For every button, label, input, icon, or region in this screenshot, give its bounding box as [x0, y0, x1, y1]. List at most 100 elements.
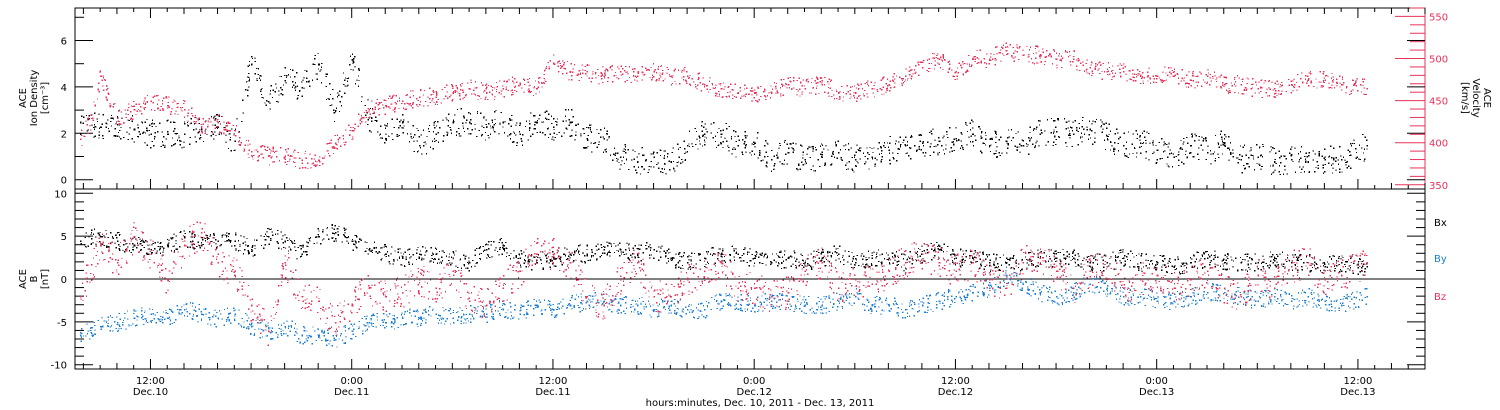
velocity-fill-dot: [956, 67, 959, 69]
by-fill-dot: [178, 313, 180, 315]
by-fill-dot: [728, 293, 731, 295]
velocity-fill-dot: [1164, 66, 1166, 68]
velocity-fill-dot: [491, 89, 494, 91]
velocity-fill-dot: [713, 87, 715, 90]
velocity-fill-dot: [1281, 84, 1284, 86]
density-fill-dot: [1034, 145, 1037, 147]
by-fill-dot: [719, 309, 721, 311]
density-fill-dot: [918, 134, 920, 136]
velocity-fill-dot: [1313, 85, 1315, 88]
by-fill-dot: [275, 332, 277, 334]
velocity-fill-dot: [1056, 64, 1058, 66]
density-fill-dot: [548, 113, 550, 115]
density-fill-dot: [821, 144, 824, 146]
velocity-fill-dot: [1183, 80, 1185, 82]
velocity-fill-dot: [478, 95, 480, 97]
velocity-fill-dot: [1055, 52, 1058, 54]
velocity-fill-dot: [383, 99, 385, 101]
density-fill-dot: [900, 143, 902, 146]
velocity-fill-dot: [265, 149, 267, 152]
density-fill-dot: [1331, 157, 1333, 159]
density-fill-dot: [699, 143, 701, 145]
density-fill-dot: [759, 151, 761, 154]
density-point: [737, 144, 739, 147]
velocity-fill-dot: [796, 94, 798, 96]
velocity-fill-dot: [1165, 79, 1168, 81]
velocity-fill-dot: [577, 74, 579, 76]
density-fill-dot: [1183, 163, 1185, 165]
velocity-fill-dot: [1202, 79, 1205, 81]
density-fill-dot: [798, 163, 800, 165]
density-fill-dot: [426, 135, 428, 138]
velocity-fill-dot: [252, 158, 254, 160]
density-fill-dot: [627, 149, 629, 151]
velocity-fill-dot: [1212, 77, 1214, 79]
density-fill-dot: [835, 144, 837, 146]
density-fill-dot: [1242, 146, 1244, 148]
density-fill-dot: [1152, 144, 1154, 146]
velocity-fill-dot: [417, 105, 419, 108]
velocity-fill-dot: [156, 103, 159, 105]
by-fill-dot: [202, 314, 204, 316]
velocity-tick-label: 400: [1429, 139, 1448, 150]
density-fill-dot: [804, 163, 806, 165]
by-fill-dot: [720, 294, 722, 296]
density-fill-dot: [412, 125, 414, 127]
density-fill-dot: [881, 156, 883, 158]
by-fill-dot: [611, 311, 613, 313]
velocity-fill-dot: [582, 72, 584, 74]
density-fill-dot: [602, 151, 605, 153]
velocity-point: [368, 109, 371, 111]
density-fill-dot: [701, 145, 704, 147]
by-fill-dot: [155, 322, 157, 324]
density-fill-dot: [1015, 132, 1017, 135]
density-fill-dot: [1214, 160, 1216, 162]
velocity-fill-dot: [433, 91, 435, 93]
velocity-fill-dot: [229, 130, 231, 132]
velocity-fill-dot: [1279, 83, 1282, 86]
velocity-fill-dot: [511, 94, 513, 96]
density-fill-dot: [396, 133, 398, 136]
density-fill-dot: [1300, 157, 1302, 159]
velocity-fill-dot: [1362, 84, 1364, 87]
velocity-fill-dot: [942, 68, 944, 71]
by-fill-dot: [562, 298, 564, 300]
density-fill-dot: [853, 171, 855, 173]
velocity-fill-dot: [455, 85, 457, 87]
density-fill-dot: [1228, 147, 1230, 149]
velocity-fill-dot: [432, 89, 434, 92]
by-fill-dot: [585, 308, 587, 310]
density-fill-dot: [1164, 143, 1166, 145]
x-tick-date-label: Dec.11: [334, 387, 369, 398]
by-fill-dot: [392, 314, 394, 317]
density-fill-dot: [832, 151, 834, 153]
density-fill-dot: [547, 136, 550, 139]
by-fill-dot: [194, 306, 197, 308]
velocity-fill-dot: [934, 60, 936, 62]
density-point: [1156, 149, 1159, 152]
density-fill-dot: [1332, 163, 1334, 165]
velocity-fill-dot: [563, 62, 565, 64]
velocity-fill-dot: [345, 141, 347, 143]
density-fill-dot: [251, 57, 254, 60]
density-fill-dot: [1054, 135, 1056, 137]
density-fill-dot: [190, 122, 192, 124]
velocity-fill-dot: [143, 100, 145, 102]
velocity-fill-dot: [1012, 57, 1014, 59]
by-fill-dot: [428, 314, 430, 316]
density-fill-dot: [527, 139, 529, 141]
density-fill-dot: [279, 75, 281, 78]
velocity-fill-dot: [655, 80, 657, 82]
density-fill-dot: [433, 122, 435, 124]
density-fill-dot: [325, 73, 327, 75]
density-fill-dot: [248, 64, 251, 66]
by-point: [116, 321, 119, 324]
density-fill-dot: [1358, 158, 1360, 160]
density-fill-dot: [664, 150, 666, 152]
by-fill-dot: [726, 294, 729, 297]
density-fill-dot: [220, 133, 223, 135]
density-fill-dot: [765, 140, 767, 142]
velocity-fill-dot: [232, 124, 234, 127]
density-fill-dot: [658, 167, 660, 169]
velocity-fill-dot: [642, 71, 644, 74]
